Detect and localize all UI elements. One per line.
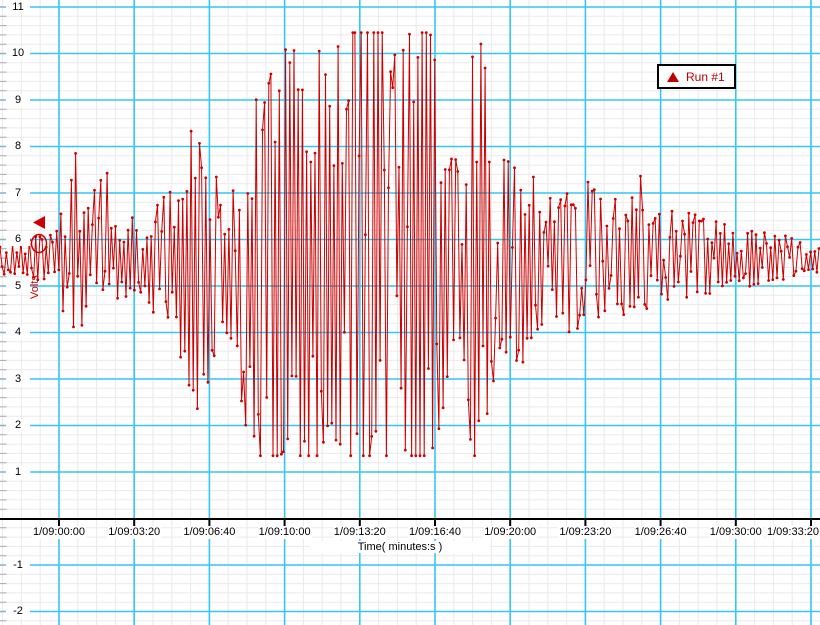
y-axis-title: Volts	[29, 275, 41, 299]
waveform-trace	[0, 31, 820, 458]
x-tick-label: 1/09:13:20	[332, 526, 387, 539]
y-tick-label: -2	[6, 605, 30, 618]
y-tick-label: 6	[6, 233, 30, 246]
x-tick-label: 1/09:00:00	[32, 526, 86, 539]
x-tick-label: 1/09:33:20	[766, 526, 820, 539]
x-tick-label: 1/09:23:20	[558, 526, 613, 539]
y-tick-label: 4	[6, 326, 30, 339]
y-tick-label: 8	[6, 140, 30, 153]
x-tick-label: 1/09:16:40	[408, 526, 462, 539]
y-tick-label: 1	[6, 465, 30, 479]
y-tick-label: 2	[6, 419, 30, 432]
x-tick-label: 1/09:20:00	[483, 526, 538, 539]
y-tick-label: 5	[6, 279, 30, 293]
y-tick-label: 9	[6, 93, 30, 107]
y-tick-label: 11	[6, 0, 30, 14]
x-tick-label: 1/09:06:40	[182, 526, 237, 539]
x-tick-label: 1/09:03:20	[107, 526, 162, 539]
x-tick-label: 1/09:10:00	[257, 526, 312, 539]
y-tick-label: -1	[6, 558, 30, 572]
legend-marker-triangle-icon	[667, 71, 679, 82]
legend-series-label: Run #1	[686, 69, 725, 84]
y-tick-label: 3	[6, 372, 30, 386]
channel-pointer-icon[interactable]	[33, 216, 45, 229]
x-axis-line	[0, 518, 820, 526]
legend-box[interactable]: Run #1	[657, 64, 736, 89]
y-axis-edge-ticks	[0, 6, 7, 622]
x-tick-label: 1/09:26:40	[633, 526, 688, 539]
x-axis-title: Time( minutes:s )	[310, 541, 490, 553]
y-tick-label: 10	[6, 47, 30, 60]
y-tick-label: 7	[6, 186, 30, 200]
x-tick-label: 1/09:30:00	[708, 526, 763, 539]
